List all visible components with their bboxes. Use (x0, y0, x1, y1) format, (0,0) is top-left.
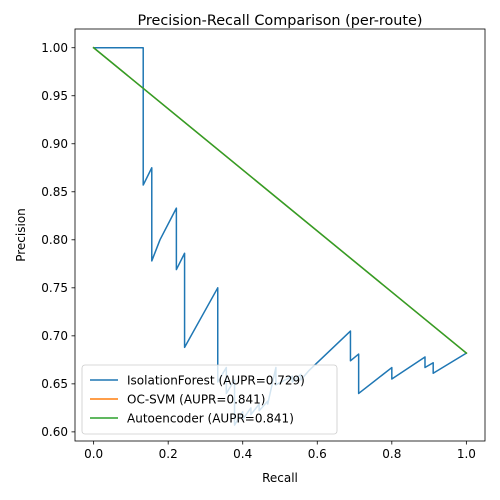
y-tick-label: 0.90 (41, 137, 68, 151)
x-axis-label: Recall (262, 471, 298, 485)
y-tick-label: 0.75 (41, 281, 68, 295)
y-tick-label: 0.60 (41, 425, 68, 439)
series-line-2 (92, 46, 468, 355)
y-axis: 0.60 0.65 0.70 0.75 0.80 0.85 0.90 0.95 1.00 (41, 41, 75, 439)
y-tick-label: 0.80 (41, 233, 68, 247)
x-tick-label: 0.2 (159, 447, 178, 461)
legend: IsolationForest (AUPR=0.729) OC-SVM (AUPR… (81, 364, 338, 435)
y-tick-label: 1.00 (41, 41, 68, 55)
x-tick-label: 0.0 (84, 447, 103, 461)
y-tick-label: 0.95 (41, 89, 68, 103)
x-tick-label: 0.8 (382, 447, 401, 461)
x-tick-label: 1.0 (457, 447, 476, 461)
y-axis-label: Precision (14, 208, 28, 262)
legend-label: Autoencoder (AUPR=0.841) (127, 411, 294, 425)
x-tick-label: 0.6 (308, 447, 327, 461)
y-tick-label: 0.65 (41, 377, 68, 391)
x-axis: 0.0 0.2 0.4 0.6 0.8 1.0 (84, 441, 476, 461)
chart-title: Precision-Recall Comparison (per-route) (137, 13, 422, 29)
legend-label: OC-SVM (AUPR=0.841) (127, 392, 266, 406)
y-tick-label: 0.70 (41, 329, 68, 343)
plot-frame (74, 28, 486, 442)
x-tick-label: 0.4 (233, 447, 252, 461)
legend-box (81, 364, 338, 435)
y-tick-label: 0.85 (41, 185, 68, 199)
legend-label: IsolationForest (AUPR=0.729) (127, 373, 305, 387)
